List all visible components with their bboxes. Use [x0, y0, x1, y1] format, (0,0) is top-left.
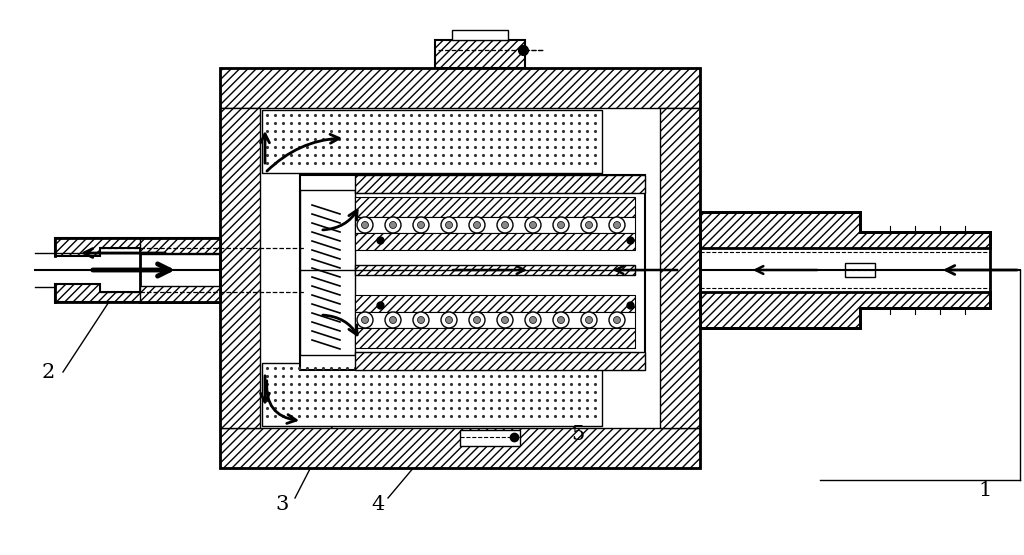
Circle shape — [473, 316, 480, 324]
Circle shape — [525, 217, 541, 233]
Circle shape — [441, 312, 457, 328]
Circle shape — [553, 217, 569, 233]
Bar — [262, 110, 602, 173]
Text: 1: 1 — [978, 481, 991, 500]
Polygon shape — [220, 68, 700, 108]
Polygon shape — [355, 295, 635, 312]
Polygon shape — [220, 108, 260, 428]
Bar — [220, 68, 700, 468]
Bar — [300, 190, 355, 355]
Text: 2: 2 — [41, 362, 54, 381]
Polygon shape — [55, 238, 220, 256]
Circle shape — [469, 217, 485, 233]
Circle shape — [361, 221, 369, 229]
Bar — [262, 363, 602, 426]
Circle shape — [581, 312, 597, 328]
Polygon shape — [140, 238, 220, 254]
Polygon shape — [355, 312, 635, 328]
Circle shape — [529, 316, 537, 324]
Circle shape — [389, 316, 396, 324]
Circle shape — [469, 312, 485, 328]
Circle shape — [586, 316, 593, 324]
Circle shape — [557, 221, 564, 229]
Polygon shape — [452, 30, 508, 40]
Polygon shape — [700, 212, 990, 248]
Circle shape — [441, 217, 457, 233]
Circle shape — [525, 312, 541, 328]
Polygon shape — [220, 428, 700, 468]
Polygon shape — [355, 217, 635, 233]
Polygon shape — [55, 284, 220, 302]
Polygon shape — [355, 197, 635, 217]
Polygon shape — [140, 286, 220, 302]
Circle shape — [502, 316, 509, 324]
Bar — [460, 430, 520, 446]
Polygon shape — [355, 175, 645, 193]
Bar — [260, 108, 660, 428]
Circle shape — [609, 217, 625, 233]
Circle shape — [385, 312, 401, 328]
Circle shape — [357, 217, 373, 233]
Circle shape — [413, 312, 429, 328]
Circle shape — [497, 217, 513, 233]
Circle shape — [613, 316, 621, 324]
Polygon shape — [355, 233, 635, 250]
Bar — [300, 175, 645, 370]
Circle shape — [557, 316, 564, 324]
Circle shape — [413, 217, 429, 233]
Circle shape — [357, 312, 373, 328]
Circle shape — [385, 217, 401, 233]
Circle shape — [613, 221, 621, 229]
Circle shape — [418, 221, 425, 229]
Text: 3: 3 — [275, 496, 289, 514]
Text: 4: 4 — [372, 496, 385, 514]
Polygon shape — [660, 108, 700, 428]
Bar — [55, 238, 220, 302]
Bar — [355, 265, 635, 275]
Circle shape — [445, 221, 453, 229]
Polygon shape — [355, 328, 635, 348]
Circle shape — [418, 316, 425, 324]
Circle shape — [586, 221, 593, 229]
Polygon shape — [700, 292, 990, 328]
Circle shape — [497, 312, 513, 328]
Circle shape — [361, 316, 369, 324]
Circle shape — [529, 221, 537, 229]
Bar — [845, 263, 874, 277]
Circle shape — [389, 221, 396, 229]
Polygon shape — [435, 40, 525, 68]
Bar — [140, 238, 220, 302]
Circle shape — [502, 221, 509, 229]
Circle shape — [609, 312, 625, 328]
Text: 5: 5 — [571, 426, 585, 445]
Polygon shape — [355, 352, 645, 370]
Bar — [700, 212, 990, 328]
Circle shape — [553, 312, 569, 328]
Circle shape — [445, 316, 453, 324]
Circle shape — [473, 221, 480, 229]
Circle shape — [581, 217, 597, 233]
